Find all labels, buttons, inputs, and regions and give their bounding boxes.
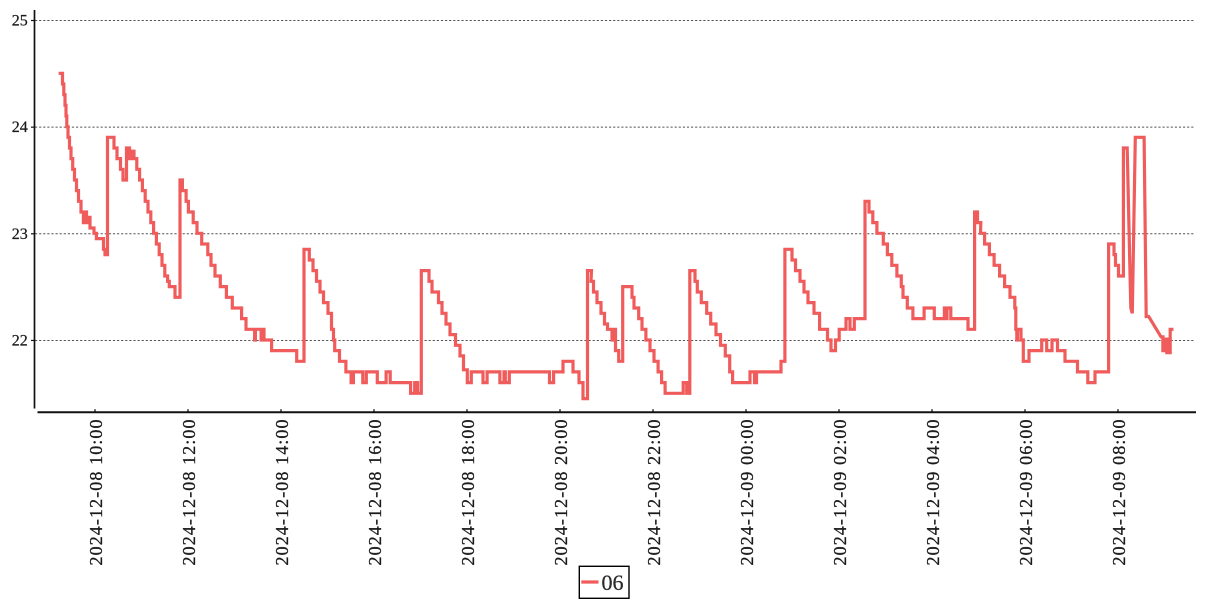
svg-text:2024-12-09 06:00: 2024-12-09 06:00	[1016, 418, 1036, 565]
svg-text:2024-12-09 00:00: 2024-12-09 00:00	[737, 418, 757, 565]
svg-text:2024-12-08 20:00: 2024-12-08 20:00	[551, 418, 571, 565]
svg-text:2024-12-09 04:00: 2024-12-09 04:00	[923, 418, 943, 565]
svg-text:23: 23	[12, 226, 28, 243]
svg-text:2024-12-08 18:00: 2024-12-08 18:00	[458, 418, 478, 565]
svg-text:2024-12-08 14:00: 2024-12-08 14:00	[272, 418, 292, 565]
svg-text:22: 22	[12, 332, 28, 349]
svg-text:25: 25	[12, 13, 28, 30]
svg-text:2024-12-08 16:00: 2024-12-08 16:00	[365, 418, 385, 565]
svg-text:2024-12-08 22:00: 2024-12-08 22:00	[644, 418, 664, 565]
svg-text:2024-12-09 08:00: 2024-12-09 08:00	[1109, 418, 1129, 565]
svg-text:24: 24	[12, 119, 28, 136]
svg-text:2024-12-08 12:00: 2024-12-08 12:00	[179, 418, 199, 565]
svg-text:2024-12-08 10:00: 2024-12-08 10:00	[86, 418, 106, 565]
svg-text:2024-12-09 02:00: 2024-12-09 02:00	[830, 418, 850, 565]
svg-text:06: 06	[602, 570, 624, 595]
